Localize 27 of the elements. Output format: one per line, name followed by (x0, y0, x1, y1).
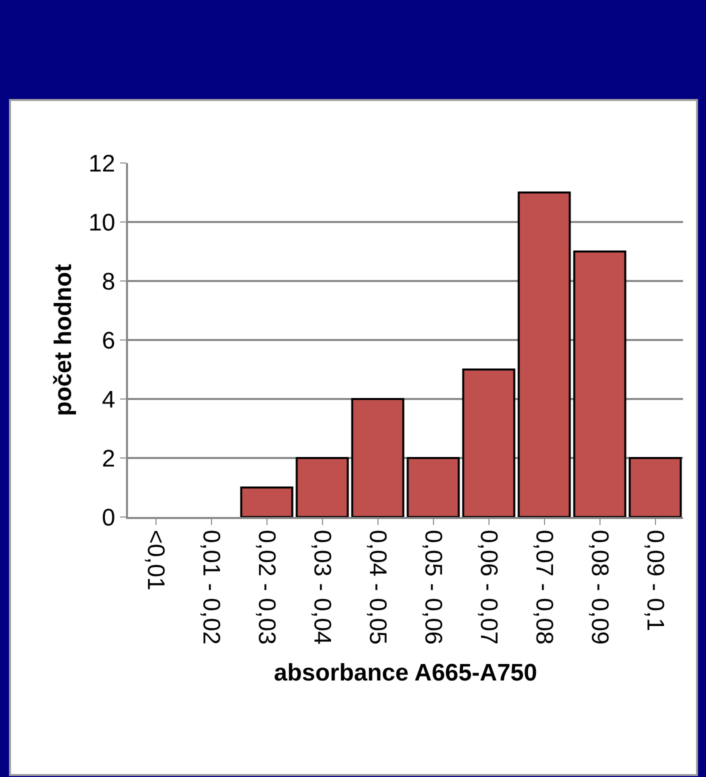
bar (240, 486, 294, 517)
y-tick-label: 4 (102, 386, 116, 414)
y-tick-label: 10 (88, 209, 116, 236)
y-tick-label: 6 (102, 327, 116, 354)
x-tick-label: 0,03 - 0,04 (308, 530, 336, 645)
bar (573, 250, 626, 517)
bar (296, 457, 349, 517)
bar (628, 457, 682, 517)
y-tick-label: 2 (102, 445, 116, 472)
x-tick-label: 0,04 - 0,05 (364, 530, 391, 645)
x-tick-label: 0,01 - 0,02 (197, 530, 224, 645)
bar (518, 192, 571, 517)
x-tick-label: 0,02 - 0,03 (252, 530, 280, 645)
x-tick-label: 0,08 - 0,09 (586, 530, 613, 645)
x-tick-label: <0,01 (142, 530, 169, 591)
y-axis-title: počet hodnot (50, 264, 78, 416)
bar (406, 457, 460, 517)
y-tick-label: 12 (88, 150, 116, 178)
bar (462, 368, 516, 517)
x-axis-title: absorbance A665-A750 (274, 659, 538, 686)
y-tick-label: 8 (102, 268, 116, 296)
bar (351, 398, 404, 517)
y-tick-label: 0 (102, 504, 116, 532)
x-tick-label: 0,05 - 0,06 (419, 530, 446, 645)
x-tick-label: 0,09 - 0,1 (641, 530, 668, 632)
x-tick-label: 0,07 - 0,08 (530, 530, 558, 645)
x-tick-label: 0,06 - 0,07 (474, 530, 502, 645)
